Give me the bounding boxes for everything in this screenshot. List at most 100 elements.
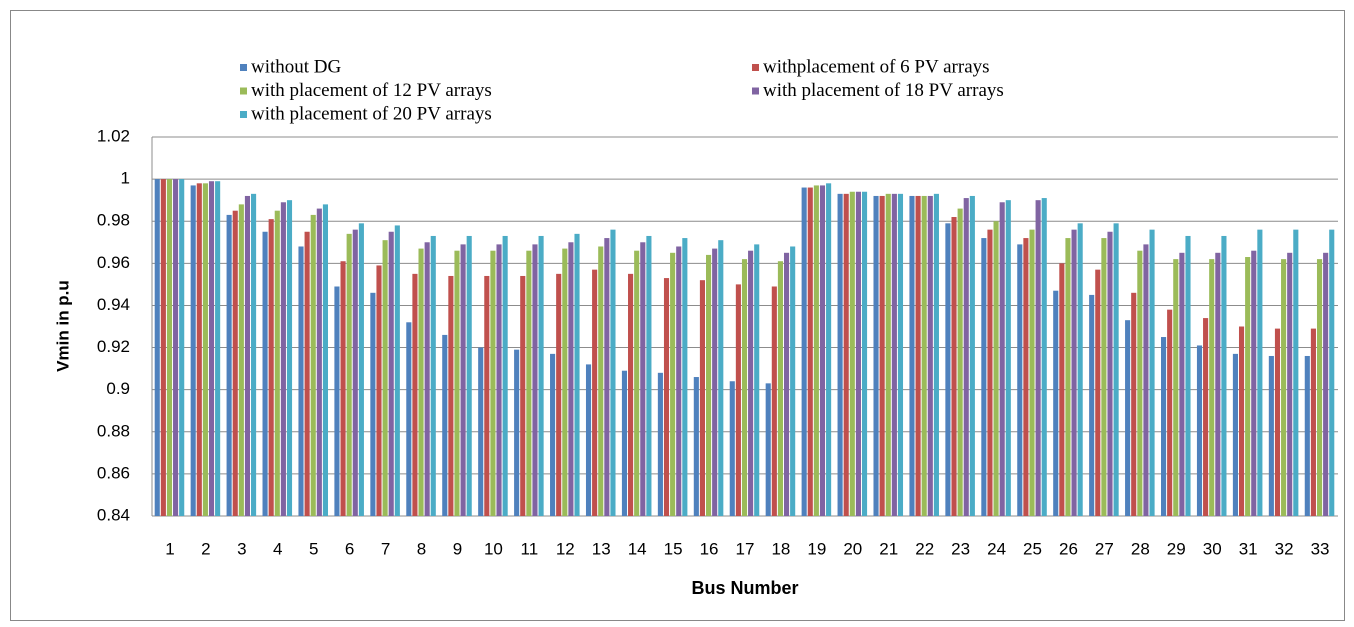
bar bbox=[1017, 244, 1023, 516]
bar bbox=[1005, 200, 1011, 516]
bar bbox=[514, 349, 520, 516]
bar bbox=[1287, 252, 1293, 517]
bar bbox=[604, 238, 610, 517]
bar bbox=[304, 231, 310, 516]
bar bbox=[550, 353, 556, 516]
bar bbox=[993, 221, 999, 516]
bar bbox=[1035, 200, 1041, 516]
bar bbox=[1053, 290, 1059, 516]
x-tick-label: 15 bbox=[664, 539, 683, 558]
bar bbox=[430, 235, 436, 516]
bar bbox=[1101, 238, 1107, 517]
x-tick-label: 11 bbox=[521, 539, 539, 558]
y-tick-label: 0.96 bbox=[97, 253, 130, 272]
bar bbox=[754, 244, 760, 516]
bar bbox=[1107, 231, 1113, 516]
bar bbox=[729, 381, 735, 516]
legend-label: without DG bbox=[251, 56, 342, 77]
bar bbox=[251, 193, 257, 516]
y-tick-label: 0.86 bbox=[97, 463, 130, 482]
x-tick-label: 17 bbox=[736, 539, 755, 558]
bar bbox=[987, 229, 993, 516]
x-tick-label: 1 bbox=[165, 539, 174, 558]
y-tick-label: 1.02 bbox=[97, 126, 130, 145]
bar bbox=[682, 238, 688, 517]
bar bbox=[1245, 257, 1251, 516]
bar bbox=[334, 286, 340, 516]
bar bbox=[969, 195, 975, 516]
legend-label: with placement of 12 PV arrays bbox=[251, 80, 492, 101]
x-tick-label: 30 bbox=[1203, 539, 1222, 558]
y-tick-label: 0.94 bbox=[97, 295, 130, 314]
x-tick-label: 3 bbox=[237, 539, 246, 558]
bar bbox=[208, 181, 215, 516]
bar bbox=[1125, 320, 1131, 516]
bar bbox=[154, 179, 160, 516]
x-tick-label: 31 bbox=[1239, 539, 1258, 558]
x-tick-label: 4 bbox=[273, 539, 282, 558]
bar bbox=[238, 204, 244, 516]
bar bbox=[879, 195, 885, 516]
bar bbox=[634, 250, 640, 516]
bar bbox=[1023, 238, 1029, 517]
bar bbox=[891, 193, 897, 516]
bar bbox=[262, 231, 268, 516]
bar bbox=[268, 219, 274, 516]
bar bbox=[173, 179, 179, 516]
bar bbox=[1251, 250, 1257, 516]
bar bbox=[1095, 269, 1101, 516]
bar bbox=[1232, 353, 1238, 516]
bar bbox=[981, 238, 987, 517]
bar bbox=[1160, 337, 1167, 516]
bar bbox=[394, 225, 400, 516]
bar bbox=[1113, 223, 1119, 517]
bar bbox=[670, 252, 676, 517]
bar bbox=[706, 254, 712, 516]
bar bbox=[771, 286, 777, 516]
bar bbox=[1329, 229, 1335, 516]
legend-swatch bbox=[752, 87, 759, 95]
x-tick-label: 32 bbox=[1275, 539, 1294, 558]
x-tick-label: 9 bbox=[453, 539, 462, 558]
x-tick-label: 16 bbox=[700, 539, 719, 558]
legend-swatch bbox=[240, 64, 247, 71]
bar bbox=[166, 179, 173, 516]
bar bbox=[849, 191, 855, 516]
bar bbox=[921, 195, 927, 516]
bar bbox=[657, 372, 663, 516]
bar bbox=[1167, 309, 1173, 516]
bar bbox=[424, 242, 430, 516]
bar bbox=[748, 250, 754, 516]
x-tick-label: 24 bbox=[987, 539, 1006, 558]
x-tick-label: 10 bbox=[484, 539, 503, 558]
bar bbox=[1257, 229, 1263, 516]
bar bbox=[574, 233, 580, 516]
bar bbox=[1215, 252, 1221, 517]
bar bbox=[340, 261, 346, 516]
bar bbox=[826, 183, 832, 517]
y-tick-label: 0.92 bbox=[97, 337, 130, 356]
bar bbox=[873, 195, 879, 516]
bar bbox=[1131, 292, 1137, 516]
bar bbox=[274, 210, 280, 516]
bar bbox=[280, 202, 286, 516]
x-tick-label: 13 bbox=[592, 539, 611, 558]
bar bbox=[693, 377, 699, 516]
bar bbox=[496, 244, 502, 516]
bar bbox=[484, 275, 490, 516]
x-tick-label: 18 bbox=[771, 539, 790, 558]
x-tick-label: 26 bbox=[1059, 539, 1078, 558]
bar bbox=[699, 280, 706, 516]
bar bbox=[1143, 244, 1149, 516]
bar bbox=[1304, 355, 1310, 516]
bar bbox=[454, 250, 460, 516]
y-tick-label: 0.84 bbox=[97, 505, 130, 524]
bar bbox=[352, 229, 358, 516]
x-axis-title: Bus Number bbox=[691, 578, 798, 598]
bar bbox=[819, 185, 826, 516]
bar bbox=[358, 223, 364, 517]
x-tick-label: 7 bbox=[381, 539, 390, 558]
bar bbox=[861, 191, 868, 516]
bar bbox=[202, 183, 208, 517]
bar bbox=[526, 250, 532, 516]
